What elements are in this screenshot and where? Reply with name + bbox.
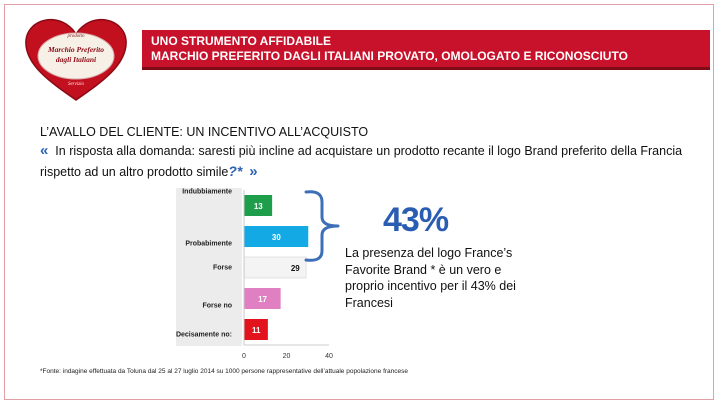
- chart-bar: [244, 226, 309, 247]
- category-label: Forse no: [202, 303, 232, 310]
- banner-subtitle: MARCHIO PREFERITO DAGLI ITALIANI PROVATO…: [151, 49, 628, 63]
- question-text: In risposta alla domanda: saresti più in…: [40, 144, 683, 179]
- banner-title: UNO STRUMENTO AFFIDABILE: [151, 34, 331, 48]
- category-label: Forse: [213, 265, 232, 272]
- chart-bar: [244, 319, 268, 340]
- x-tick-label: 20: [283, 353, 291, 360]
- chart-bar: [244, 288, 281, 309]
- bar-value-label: 29: [291, 264, 300, 273]
- svg-text:prodotto: prodotto: [66, 34, 85, 39]
- svg-text:Servizio: Servizio: [68, 82, 85, 87]
- bar-value-label: 17: [258, 295, 267, 304]
- survey-question: « In risposta alla domanda: saresti più …: [40, 141, 692, 182]
- svg-text:Marchio Preferito: Marchio Preferito: [47, 45, 104, 54]
- category-label: Indubbiamente: [182, 189, 232, 196]
- category-label: Decisamente no:: [176, 332, 232, 339]
- slide-frame: [4, 4, 714, 400]
- section-subtitle: L’AVALLO DEL CLIENTE: UN INCENTIVO ALL’A…: [40, 125, 369, 139]
- header-banner: UNO STRUMENTO AFFIDABILE MARCHIO PREFERI…: [142, 30, 710, 70]
- chart-bar: [244, 256, 307, 279]
- source-footnote: *Fonte: indagine effettuata da Toluna da…: [40, 368, 409, 375]
- question-mark: ?*: [228, 163, 243, 179]
- close-quote: »: [249, 163, 258, 180]
- brand-logo: prodotto Marchio Preferito dagli Italian…: [25, 19, 127, 101]
- highlight-percent: 43%: [383, 201, 449, 239]
- bar-value-label: 30: [272, 233, 281, 242]
- highlight-description: La presenza del logo France’s Favorite B…: [345, 246, 516, 310]
- svg-text:dagli Italiani: dagli Italiani: [56, 55, 97, 64]
- chart-bar: [244, 195, 273, 216]
- bar-value-label: 13: [254, 202, 263, 211]
- bar-value-label: 11: [252, 326, 261, 335]
- x-tick-label: 40: [325, 353, 333, 360]
- chart-plot-area: [176, 188, 242, 346]
- bracket-icon: [304, 190, 340, 262]
- category-label: Probabimente: [185, 241, 232, 248]
- x-tick-label: 0: [242, 353, 246, 360]
- open-quote: «: [40, 142, 49, 159]
